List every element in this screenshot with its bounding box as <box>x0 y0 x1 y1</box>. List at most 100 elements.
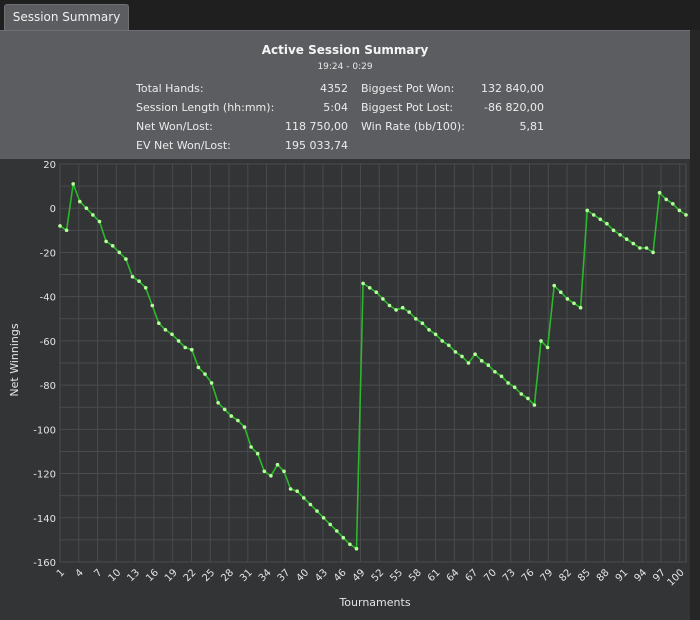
data-point <box>677 208 682 213</box>
data-point <box>552 283 556 288</box>
data-point <box>420 321 425 325</box>
tab-session-summary[interactable]: Session Summary <box>4 4 129 30</box>
y-tick-label: -60 <box>40 337 56 348</box>
x-tick-label: 55 <box>388 567 405 584</box>
data-point <box>321 516 326 520</box>
data-point <box>638 246 642 250</box>
x-tick-label: 79 <box>539 567 556 584</box>
data-point <box>104 239 108 244</box>
data-point <box>361 281 365 286</box>
data-point <box>91 213 95 217</box>
data-point <box>407 310 412 314</box>
data-point <box>539 339 543 343</box>
net-won-lost-label: Net Won/Lost: <box>136 120 213 133</box>
data-point <box>631 241 636 246</box>
data-point <box>618 233 622 237</box>
y-tick-label: -80 <box>40 381 56 392</box>
data-point <box>209 381 214 385</box>
data-point <box>124 257 128 261</box>
x-tick-label: 91 <box>614 567 631 584</box>
x-axis-ticks: 1 4 7 10 13 16 19 22 25 28 31 34 37 40 43 46 49 52 55 58 61 6… <box>55 567 687 588</box>
data-point <box>328 522 333 527</box>
x-tick-label: 43 <box>313 567 330 584</box>
data-point <box>651 250 655 255</box>
y-tick-label: -160 <box>33 558 56 569</box>
data-point <box>302 496 306 500</box>
data-point <box>400 305 405 310</box>
x-tick-label: 64 <box>445 567 462 584</box>
total-hands-value: 4352 <box>320 82 348 95</box>
y-axis-label: Net Winnings <box>8 323 21 396</box>
x-tick-label: 61 <box>426 567 443 584</box>
data-point <box>598 217 603 222</box>
data-point <box>341 535 346 540</box>
data-point <box>624 237 629 241</box>
data-point <box>163 328 168 332</box>
data-point <box>578 305 583 310</box>
net-winnings-chart: 200-20-40-60-80-100-120-140-160 1 4 7 10 13 1… <box>8 160 688 609</box>
data-point <box>130 275 135 279</box>
data-point <box>64 228 69 233</box>
data-point <box>447 343 451 348</box>
data-point <box>282 469 286 474</box>
x-tick-label: 46 <box>332 567 349 584</box>
data-point <box>110 244 115 248</box>
x-tick-label: 100 <box>666 567 687 588</box>
data-point <box>585 208 589 213</box>
data-point <box>387 303 392 308</box>
data-point <box>255 451 260 456</box>
data-point <box>374 290 379 294</box>
x-tick-label: 31 <box>238 567 255 584</box>
x-tick-label: 10 <box>107 567 124 584</box>
data-point <box>572 301 576 306</box>
x-tick-label: 67 <box>463 567 480 584</box>
data-point <box>222 407 227 412</box>
win-rate-value: 5,81 <box>519 120 545 133</box>
data-point <box>466 361 471 365</box>
y-tick-label: -140 <box>33 514 56 525</box>
data-point <box>269 474 273 478</box>
data-point <box>242 425 247 429</box>
net-won-lost-value: 118 750,00 <box>285 120 348 133</box>
ev-net-won-lost-label: EV Net Won/Lost: <box>136 139 231 152</box>
chart-series <box>58 182 688 551</box>
x-tick-label: 22 <box>182 567 199 584</box>
x-tick-label: 40 <box>294 567 311 584</box>
x-tick-label: 85 <box>576 567 593 584</box>
x-tick-label: 4 <box>74 567 86 579</box>
data-point <box>150 303 155 308</box>
x-tick-label: 13 <box>125 567 142 584</box>
data-point <box>479 359 484 363</box>
data-point <box>308 502 313 507</box>
data-point <box>262 469 267 474</box>
y-tick-label: -100 <box>33 425 56 436</box>
x-tick-label: 37 <box>276 567 293 584</box>
data-point <box>611 228 616 233</box>
data-point <box>190 347 194 352</box>
session-length-label: Session Length (hh:mm): <box>136 101 275 114</box>
data-point <box>545 345 550 350</box>
data-point <box>684 213 688 217</box>
data-point <box>229 414 234 418</box>
y-axis-ticks: 20 0 -20 -40 -60 -80 -100 -120 -140 -160 <box>33 160 56 569</box>
x-tick-label: 16 <box>144 567 161 584</box>
x-tick-label: 49 <box>351 567 368 584</box>
data-point <box>137 279 141 283</box>
data-point <box>526 396 530 401</box>
y-tick-label: -120 <box>33 470 56 481</box>
summary-header: Active Session Summary 19:24 - 0:29 Tota… <box>0 30 690 159</box>
data-point <box>460 354 464 359</box>
x-tick-label: 25 <box>201 567 218 584</box>
data-point <box>170 332 174 337</box>
x-tick-label: 1 <box>55 567 67 579</box>
chart-grid <box>59 163 687 563</box>
data-point <box>493 370 497 374</box>
data-point <box>519 392 524 396</box>
x-axis-label: Tournaments <box>338 596 410 609</box>
data-point <box>71 182 75 186</box>
data-point <box>78 199 82 204</box>
data-point <box>433 332 438 337</box>
data-point <box>381 297 385 301</box>
data-point <box>315 509 319 513</box>
data-point <box>84 206 89 210</box>
